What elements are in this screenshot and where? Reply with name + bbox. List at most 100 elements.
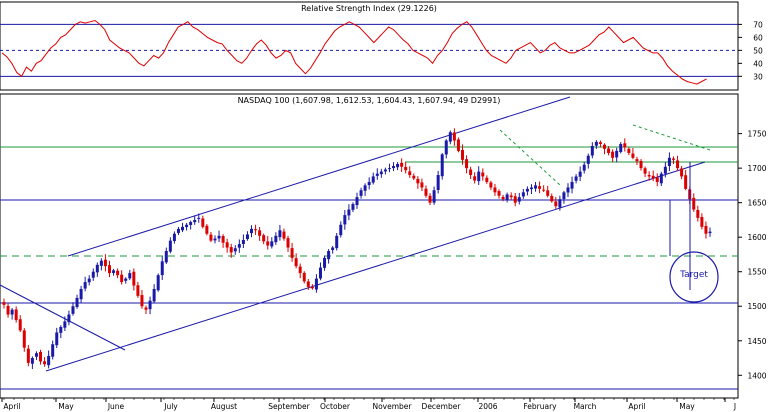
price-bar-body xyxy=(525,188,529,192)
price-bar-body xyxy=(456,139,460,151)
price-bar-body xyxy=(87,278,91,283)
price-bar-body xyxy=(95,264,99,273)
x-tick-label: March xyxy=(574,402,597,411)
price-bar-body xyxy=(359,190,363,196)
price-bar-body xyxy=(83,282,87,289)
green-dotted-trendline-2 xyxy=(499,129,561,186)
price-bar-body xyxy=(67,314,71,323)
rsi-panel: Relative Strength Index (29.1226) 70 60 50… xyxy=(0,1,763,91)
price-bar-body xyxy=(39,351,43,362)
price-bar-body xyxy=(546,190,550,196)
price-bar-body xyxy=(132,271,136,286)
price-bar-body xyxy=(34,353,38,357)
price-bar-body xyxy=(339,224,343,236)
price-bar-body xyxy=(412,175,416,179)
price-bar-body xyxy=(639,160,643,169)
price-bar-body xyxy=(99,260,103,266)
price-bar-body xyxy=(148,300,152,310)
x-tick-label: June xyxy=(107,402,125,411)
price-bar-body xyxy=(217,235,221,239)
price-bar-body xyxy=(534,185,538,189)
support-resistance-lines xyxy=(0,146,738,390)
price-bar-body xyxy=(607,148,611,153)
price-bar-body xyxy=(655,177,659,182)
price-bar-body xyxy=(103,259,107,267)
price-bar-body xyxy=(181,226,185,231)
price-bar-body xyxy=(343,215,347,225)
price-bar-body xyxy=(355,197,359,206)
price-bar-body xyxy=(574,176,578,181)
price-bar-body xyxy=(627,148,631,153)
price-bar-body xyxy=(509,195,513,198)
price-bar-body xyxy=(590,146,594,156)
price-bar-body xyxy=(323,257,327,268)
price-bar-body xyxy=(501,196,505,200)
channel-upper-line xyxy=(67,96,571,257)
price-bar-body xyxy=(635,159,639,162)
price-bar-body xyxy=(542,189,546,191)
price-bar-body xyxy=(566,187,570,193)
price-bar-body xyxy=(452,132,456,141)
price-bar-body xyxy=(392,166,396,169)
price-bar-body xyxy=(176,228,180,233)
x-tick-label: May xyxy=(679,402,695,411)
target-annotation: Target xyxy=(669,162,719,303)
price-bar-body xyxy=(160,261,164,276)
price-bar-body xyxy=(63,321,67,328)
x-tick-label: November xyxy=(372,402,412,411)
price-bar-body xyxy=(120,274,124,283)
price-bar-body xyxy=(481,172,485,177)
x-tick-label: May xyxy=(58,402,74,411)
price-bar-body xyxy=(432,190,436,203)
price-bar-body xyxy=(209,234,213,241)
price-bar-body xyxy=(671,158,675,160)
price-tick-label: 1650 xyxy=(747,199,766,208)
price-bar-body xyxy=(387,168,391,170)
price-bar-body xyxy=(643,168,647,174)
price-bars xyxy=(2,128,712,370)
x-tick-label: J xyxy=(733,402,736,411)
price-bar-body xyxy=(375,173,379,176)
rsi-tick-label: 60 xyxy=(753,33,763,42)
price-bar-body xyxy=(416,178,420,184)
price-bar-body xyxy=(436,175,440,190)
rsi-title: Relative Strength Index (29.1226) xyxy=(301,4,437,13)
price-bar-body xyxy=(586,155,590,164)
price-bar-body xyxy=(570,181,574,189)
price-bar-body xyxy=(667,157,671,167)
price-bar-body xyxy=(680,168,684,177)
channel-lower-line xyxy=(45,161,706,372)
price-bar-body xyxy=(663,166,667,174)
price-bar-body xyxy=(473,176,477,181)
price-bar-body xyxy=(400,162,404,167)
price-bar-body xyxy=(538,186,542,189)
price-bar-body xyxy=(71,306,75,314)
x-tick-label: December xyxy=(422,402,462,411)
price-bar-body xyxy=(59,326,63,333)
price-bar-body xyxy=(91,271,95,278)
price-bar-body xyxy=(10,309,14,315)
price-bar-body xyxy=(619,143,623,153)
price-bar-body xyxy=(14,309,18,321)
price-tick-label: 1550 xyxy=(747,268,766,277)
price-bar-body xyxy=(521,192,525,197)
price-bar-body xyxy=(351,204,355,210)
price-bar-body xyxy=(47,355,51,366)
price-bar-body xyxy=(30,358,34,364)
rsi-axis: 70 60 50 40 30 xyxy=(738,20,763,81)
price-tick-label: 1450 xyxy=(747,337,766,346)
price-bar-body xyxy=(383,169,387,172)
price-bar-body xyxy=(363,185,367,191)
price-bar-body xyxy=(229,247,233,253)
price-bar-body xyxy=(440,154,444,177)
price-bar-body xyxy=(623,143,627,148)
price-bar-body xyxy=(396,164,400,168)
price-bar-body xyxy=(615,150,619,158)
price-bar-body xyxy=(335,235,339,249)
x-tick-label: April xyxy=(628,402,645,411)
price-tick-label: 1600 xyxy=(747,233,766,242)
price-bar-body xyxy=(221,236,225,243)
rsi-level-lines xyxy=(0,23,738,77)
price-bar-body xyxy=(550,196,554,202)
